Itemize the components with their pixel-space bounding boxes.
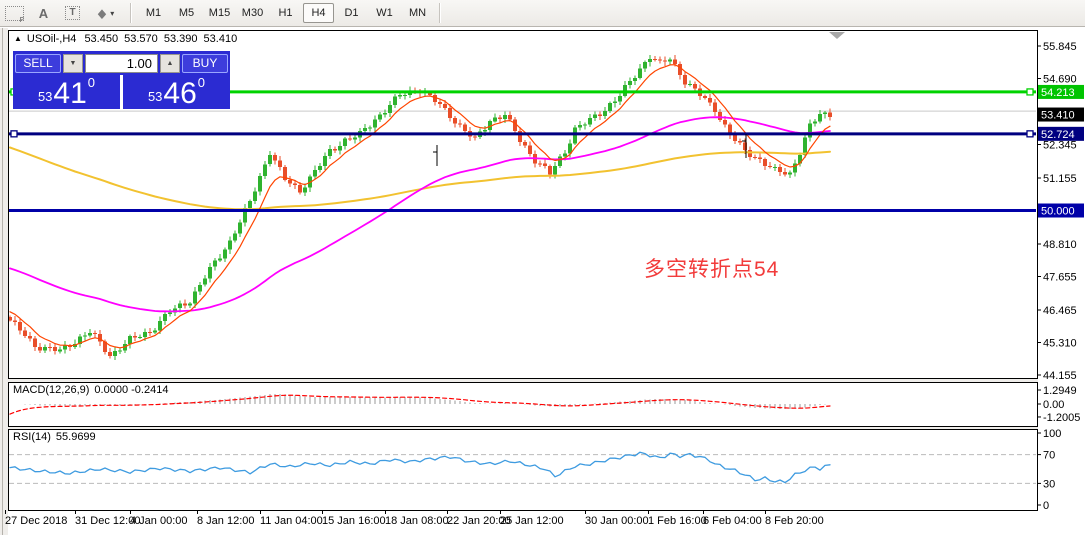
svg-text:52.345: 52.345 — [1043, 140, 1077, 152]
ask-big-digits: 46 — [163, 77, 197, 110]
svg-text:27 Dec 2018: 27 Dec 2018 — [5, 515, 67, 527]
svg-text:46.465: 46.465 — [1043, 305, 1077, 317]
ask-prefix: 53 — [147, 89, 163, 104]
svg-text:22 Jan 20:00: 22 Jan 20:00 — [447, 515, 511, 527]
timeframe-d1-button[interactable]: D1 — [336, 3, 367, 23]
svg-text:31 Dec 12:00: 31 Dec 12:00 — [75, 515, 140, 527]
text-tool-button[interactable]: T — [59, 2, 86, 24]
svg-text:18 Jan 08:00: 18 Jan 08:00 — [385, 515, 449, 527]
svg-text:1 Feb 16:00: 1 Feb 16:00 — [648, 515, 707, 527]
svg-text:51.155: 51.155 — [1043, 173, 1077, 185]
bid-price-display[interactable]: 53 41 0 — [13, 75, 120, 109]
svg-text:8 Feb 20:00: 8 Feb 20:00 — [765, 515, 824, 527]
rsi-name: RSI(14) — [13, 431, 51, 443]
svg-text:6 Feb 04:00: 6 Feb 04:00 — [703, 515, 762, 527]
svg-text:-1.2005: -1.2005 — [1043, 412, 1080, 424]
text-label-tool-button[interactable]: A — [30, 2, 57, 24]
svg-text:1.2949: 1.2949 — [1043, 385, 1077, 397]
collapse-triangle-icon[interactable]: ▲ — [14, 34, 22, 43]
text-label-icon: A — [38, 5, 49, 21]
shapes-tool-button[interactable]: ◆ ▾ — [88, 2, 124, 24]
svg-text:55.845: 55.845 — [1043, 41, 1077, 53]
chevron-down-icon[interactable]: ▾ — [110, 8, 115, 18]
macd-name: MACD(12,26,9) — [13, 384, 90, 396]
panel-divider — [120, 75, 123, 109]
diamond-shape-icon: ◆ — [97, 6, 107, 21]
arrow-up-icon: ▲ — [166, 59, 174, 67]
svg-text:44.155: 44.155 — [1043, 370, 1077, 382]
svg-text:8 Jan 12:00: 8 Jan 12:00 — [197, 515, 255, 527]
toolbar-separator — [130, 3, 132, 23]
svg-text:30 Jan 00:00: 30 Jan 00:00 — [585, 515, 649, 527]
volume-input[interactable]: 1.00 — [85, 53, 158, 73]
svg-text:52.724: 52.724 — [1041, 129, 1075, 141]
timeframe-m5-button[interactable]: M5 — [171, 3, 202, 23]
grid-f-label: F — [19, 16, 24, 24]
toolbar-separator — [439, 3, 441, 23]
timeframe-mn-button[interactable]: MN — [402, 3, 433, 23]
svg-text:47.655: 47.655 — [1043, 271, 1077, 283]
svg-text:54.690: 54.690 — [1043, 74, 1077, 86]
ohlc-values: 53.450 53.570 53.390 53.410 — [84, 33, 238, 45]
timeframe-w1-button[interactable]: W1 — [369, 3, 400, 23]
sell-button[interactable]: SELL — [15, 53, 61, 73]
volume-decrease-button[interactable]: ▼ — [63, 53, 83, 73]
chart-shift-marker — [829, 32, 845, 39]
bid-ask-row: 53 41 0 53 46 0 — [13, 75, 230, 109]
svg-text:11 Jan 04:00: 11 Jan 04:00 — [260, 515, 323, 527]
svg-text:70: 70 — [1043, 450, 1055, 462]
top-toolbar: F A T ◆ ▾ M1 M5 M15 M30 H1 H4 D1 W1 MN — [0, 0, 1085, 27]
timeframe-m30-button[interactable]: M30 — [237, 3, 268, 23]
snap-grid-tool-button[interactable]: F — [1, 2, 28, 24]
svg-text:53.410: 53.410 — [1041, 110, 1075, 122]
timeframe-m15-button[interactable]: M15 — [204, 3, 235, 23]
chart-annotation: 多空转折点54 — [644, 258, 780, 281]
bid-prefix: 53 — [37, 89, 53, 104]
svg-text:45.310: 45.310 — [1043, 337, 1077, 349]
rsi-indicator-label: RSI(14) 55.9699 — [13, 431, 96, 443]
macd-histogram — [19, 394, 826, 409]
chart-header: ▲ USOil-,H4 53.450 53.570 53.390 53.410 — [14, 33, 237, 45]
timeframe-h1-button[interactable]: H1 — [270, 3, 301, 23]
timeframe-h4-button[interactable]: H4 — [303, 3, 334, 23]
svg-text:30: 30 — [1043, 478, 1055, 490]
svg-text:15 Jan 16:00: 15 Jan 16:00 — [322, 515, 386, 527]
volume-increase-button[interactable]: ▲ — [160, 53, 180, 73]
arrow-down-icon: ▼ — [69, 59, 77, 67]
trade-controls-row: SELL ▼ 1.00 ▲ BUY — [13, 51, 230, 75]
svg-text:0: 0 — [1043, 500, 1049, 512]
rsi-value: 55.9699 — [55, 431, 96, 443]
ask-price-display[interactable]: 53 46 0 — [123, 75, 230, 109]
grid-icon: F — [5, 5, 24, 24]
svg-text:48.810: 48.810 — [1043, 239, 1077, 251]
one-click-trading-panel: SELL ▼ 1.00 ▲ BUY 53 41 0 53 46 0 — [13, 51, 230, 109]
timeframe-m1-button[interactable]: M1 — [138, 3, 169, 23]
ask-pip-digit: 0 — [197, 75, 206, 90]
svg-text:50.000: 50.000 — [1041, 206, 1075, 218]
macd-values: 0.0000 -0.2414 — [94, 384, 169, 396]
symbol-period-label: USOil-,H4 — [26, 33, 77, 45]
bid-big-digits: 41 — [53, 77, 87, 110]
svg-text:25 Jan 12:00: 25 Jan 12:00 — [500, 515, 564, 527]
svg-text:54.213: 54.213 — [1041, 87, 1075, 99]
svg-text:100: 100 — [1043, 428, 1061, 440]
bid-pip-digit: 0 — [87, 75, 96, 90]
buy-button[interactable]: BUY — [182, 53, 228, 73]
macd-indicator-label: MACD(12,26,9) 0.0000 -0.2414 — [13, 384, 168, 396]
text-box-icon: T — [65, 6, 80, 20]
svg-text:0.00: 0.00 — [1043, 399, 1064, 411]
svg-text:4 Jan 00:00: 4 Jan 00:00 — [130, 515, 188, 527]
